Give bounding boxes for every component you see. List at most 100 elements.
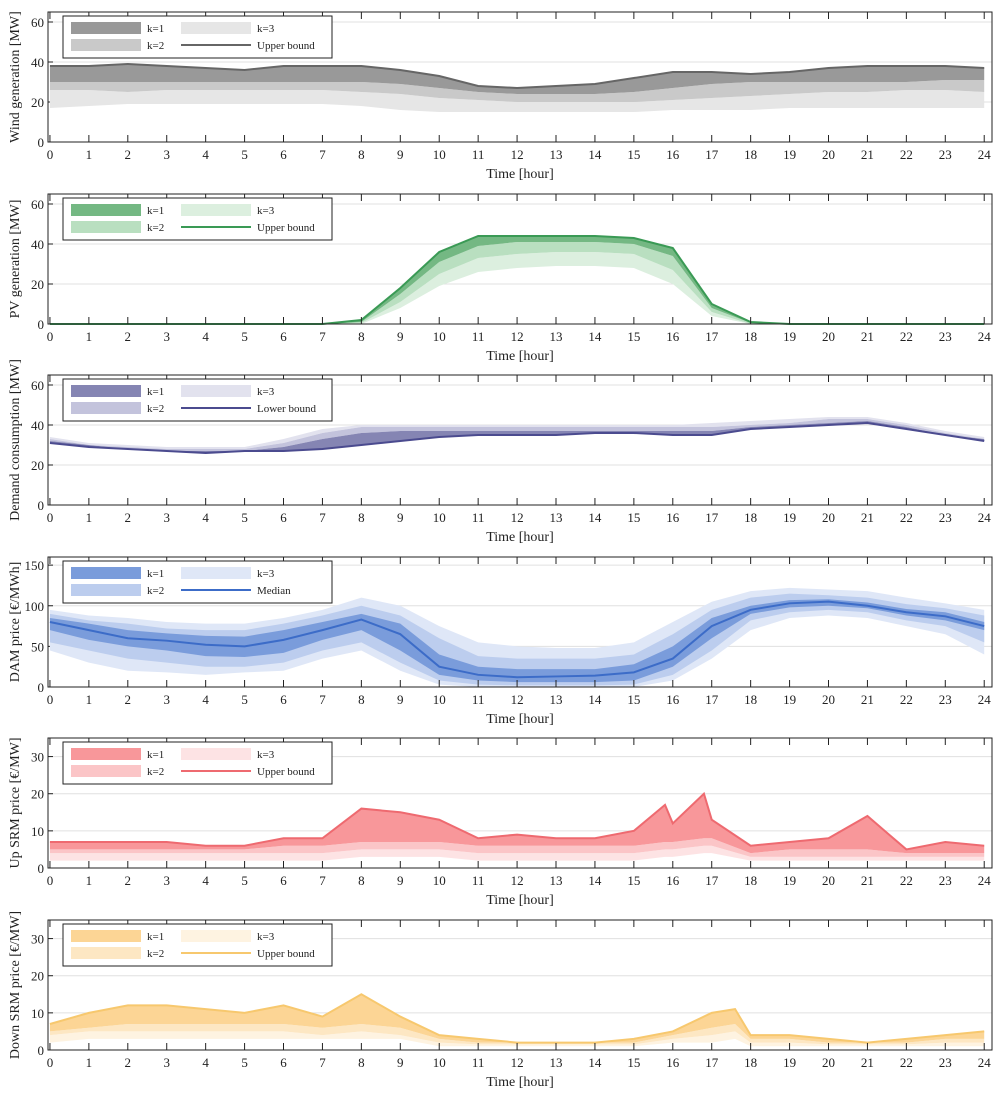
- legend-swatch-k2: [71, 39, 141, 51]
- x-axis-label: Time [hour]: [486, 893, 554, 908]
- x-tick-label: 13: [550, 147, 563, 162]
- x-tick-label: 23: [939, 692, 952, 707]
- legend-swatch-k1: [71, 930, 141, 942]
- x-tick-label: 16: [666, 1055, 680, 1070]
- x-tick-label: 15: [627, 510, 640, 525]
- x-tick-label: 15: [627, 873, 640, 888]
- x-tick-label: 19: [783, 1055, 796, 1070]
- x-tick-label: 18: [744, 692, 757, 707]
- x-tick-label: 5: [241, 692, 248, 707]
- x-tick-label: 4: [202, 510, 209, 525]
- x-tick-label: 12: [511, 329, 524, 344]
- x-tick-label: 7: [319, 873, 326, 888]
- x-tick-label: 6: [280, 147, 287, 162]
- x-tick-label: 22: [900, 329, 913, 344]
- legend-swatch-k3: [181, 567, 251, 579]
- x-tick-label: 21: [861, 329, 874, 344]
- axes-frame: [47, 919, 993, 1051]
- band-k2: [49, 80, 985, 102]
- legend: k=1 k=2 k=3 Lower bound: [62, 378, 333, 422]
- x-tick-label: 22: [900, 147, 913, 162]
- y-axis-label: Wind generation [MW]: [8, 11, 23, 143]
- x-tick-label: 1: [86, 329, 93, 344]
- legend-label: k=2: [147, 766, 164, 778]
- legend-swatch-k3: [181, 385, 251, 397]
- x-tick-label: 23: [939, 873, 952, 888]
- x-tick-label: 6: [280, 510, 287, 525]
- x-tick-label: 23: [939, 510, 952, 525]
- band-k3: [49, 1031, 985, 1047]
- axes-frame: [47, 11, 993, 143]
- x-axis-label: Time [hour]: [486, 1075, 554, 1090]
- legend-label: Upper bound: [257, 948, 315, 960]
- legend: k=1 k=2 k=3 Upper bound: [62, 197, 333, 241]
- x-tick-label: 18: [744, 510, 757, 525]
- band-k3: [49, 252, 985, 324]
- x-tick-label: 2: [125, 1055, 132, 1070]
- y-tick-label: 0: [38, 135, 45, 150]
- y-tick-label: 20: [31, 458, 44, 473]
- x-tick-label: 10: [433, 329, 446, 344]
- y-tick-label: 20: [31, 95, 44, 110]
- x-tick-label: 1: [86, 873, 93, 888]
- legend-swatch-k1: [71, 22, 141, 34]
- x-tick-label: 17: [705, 147, 719, 162]
- legend-label: k=2: [147, 585, 164, 597]
- y-tick-label: 40: [31, 418, 44, 433]
- legend-label: k=3: [257, 205, 275, 217]
- x-tick-label: 22: [900, 873, 913, 888]
- x-tick-label: 0: [47, 147, 54, 162]
- legend: k=1 k=2 k=3 Upper bound: [62, 923, 333, 967]
- x-tick-label: 1: [86, 1055, 93, 1070]
- x-tick-label: 1: [86, 692, 93, 707]
- x-tick-label: 4: [202, 147, 209, 162]
- x-tick-label: 11: [472, 1055, 485, 1070]
- legend-swatch-k2: [71, 947, 141, 959]
- x-tick-label: 8: [358, 147, 365, 162]
- x-tick-label: 11: [472, 692, 485, 707]
- legend-label: k=1: [147, 205, 164, 217]
- y-tick-label: 40: [31, 55, 44, 70]
- x-tick-label: 8: [358, 692, 365, 707]
- legend-swatch-k1: [71, 567, 141, 579]
- x-tick-label: 12: [511, 510, 524, 525]
- x-tick-label: 0: [47, 510, 54, 525]
- x-tick-label: 20: [822, 873, 835, 888]
- legend: k=1 k=2 k=3 Upper bound: [62, 15, 333, 59]
- x-tick-label: 12: [511, 1055, 524, 1070]
- y-tick-label: 0: [38, 317, 45, 332]
- y-tick-label: 20: [31, 969, 44, 984]
- x-tick-label: 22: [900, 692, 913, 707]
- y-tick-label: 10: [31, 824, 44, 839]
- x-tick-label: 9: [397, 147, 404, 162]
- x-tick-label: 22: [900, 510, 913, 525]
- legend-label: k=3: [257, 386, 275, 398]
- x-tick-label: 5: [241, 1055, 248, 1070]
- line-upper-bound: [49, 62, 985, 90]
- x-tick-label: 4: [202, 1055, 209, 1070]
- y-axis-label: Demand consumption [MW]: [8, 359, 23, 521]
- y-tick-label: 0: [38, 1043, 45, 1058]
- axes-frame: [47, 193, 993, 325]
- x-tick-label: 12: [511, 147, 524, 162]
- legend-label: k=2: [147, 948, 164, 960]
- legend-label: k=3: [257, 749, 275, 761]
- legend: k=1 k=2 k=3 Median: [62, 560, 333, 604]
- x-tick-label: 13: [550, 692, 563, 707]
- legend-label: k=3: [257, 23, 275, 35]
- y-axis-label: Up SRM price [€/MW]: [8, 737, 23, 868]
- x-tick-label: 6: [280, 1055, 287, 1070]
- x-tick-label: 24: [978, 510, 992, 525]
- x-tick-label: 23: [939, 1055, 952, 1070]
- legend-label: Lower bound: [257, 403, 316, 415]
- x-tick-label: 13: [550, 510, 563, 525]
- legend-label: k=2: [147, 40, 164, 52]
- y-tick-label: 20: [31, 277, 44, 292]
- x-tick-label: 2: [125, 329, 132, 344]
- x-tick-label: 23: [939, 329, 952, 344]
